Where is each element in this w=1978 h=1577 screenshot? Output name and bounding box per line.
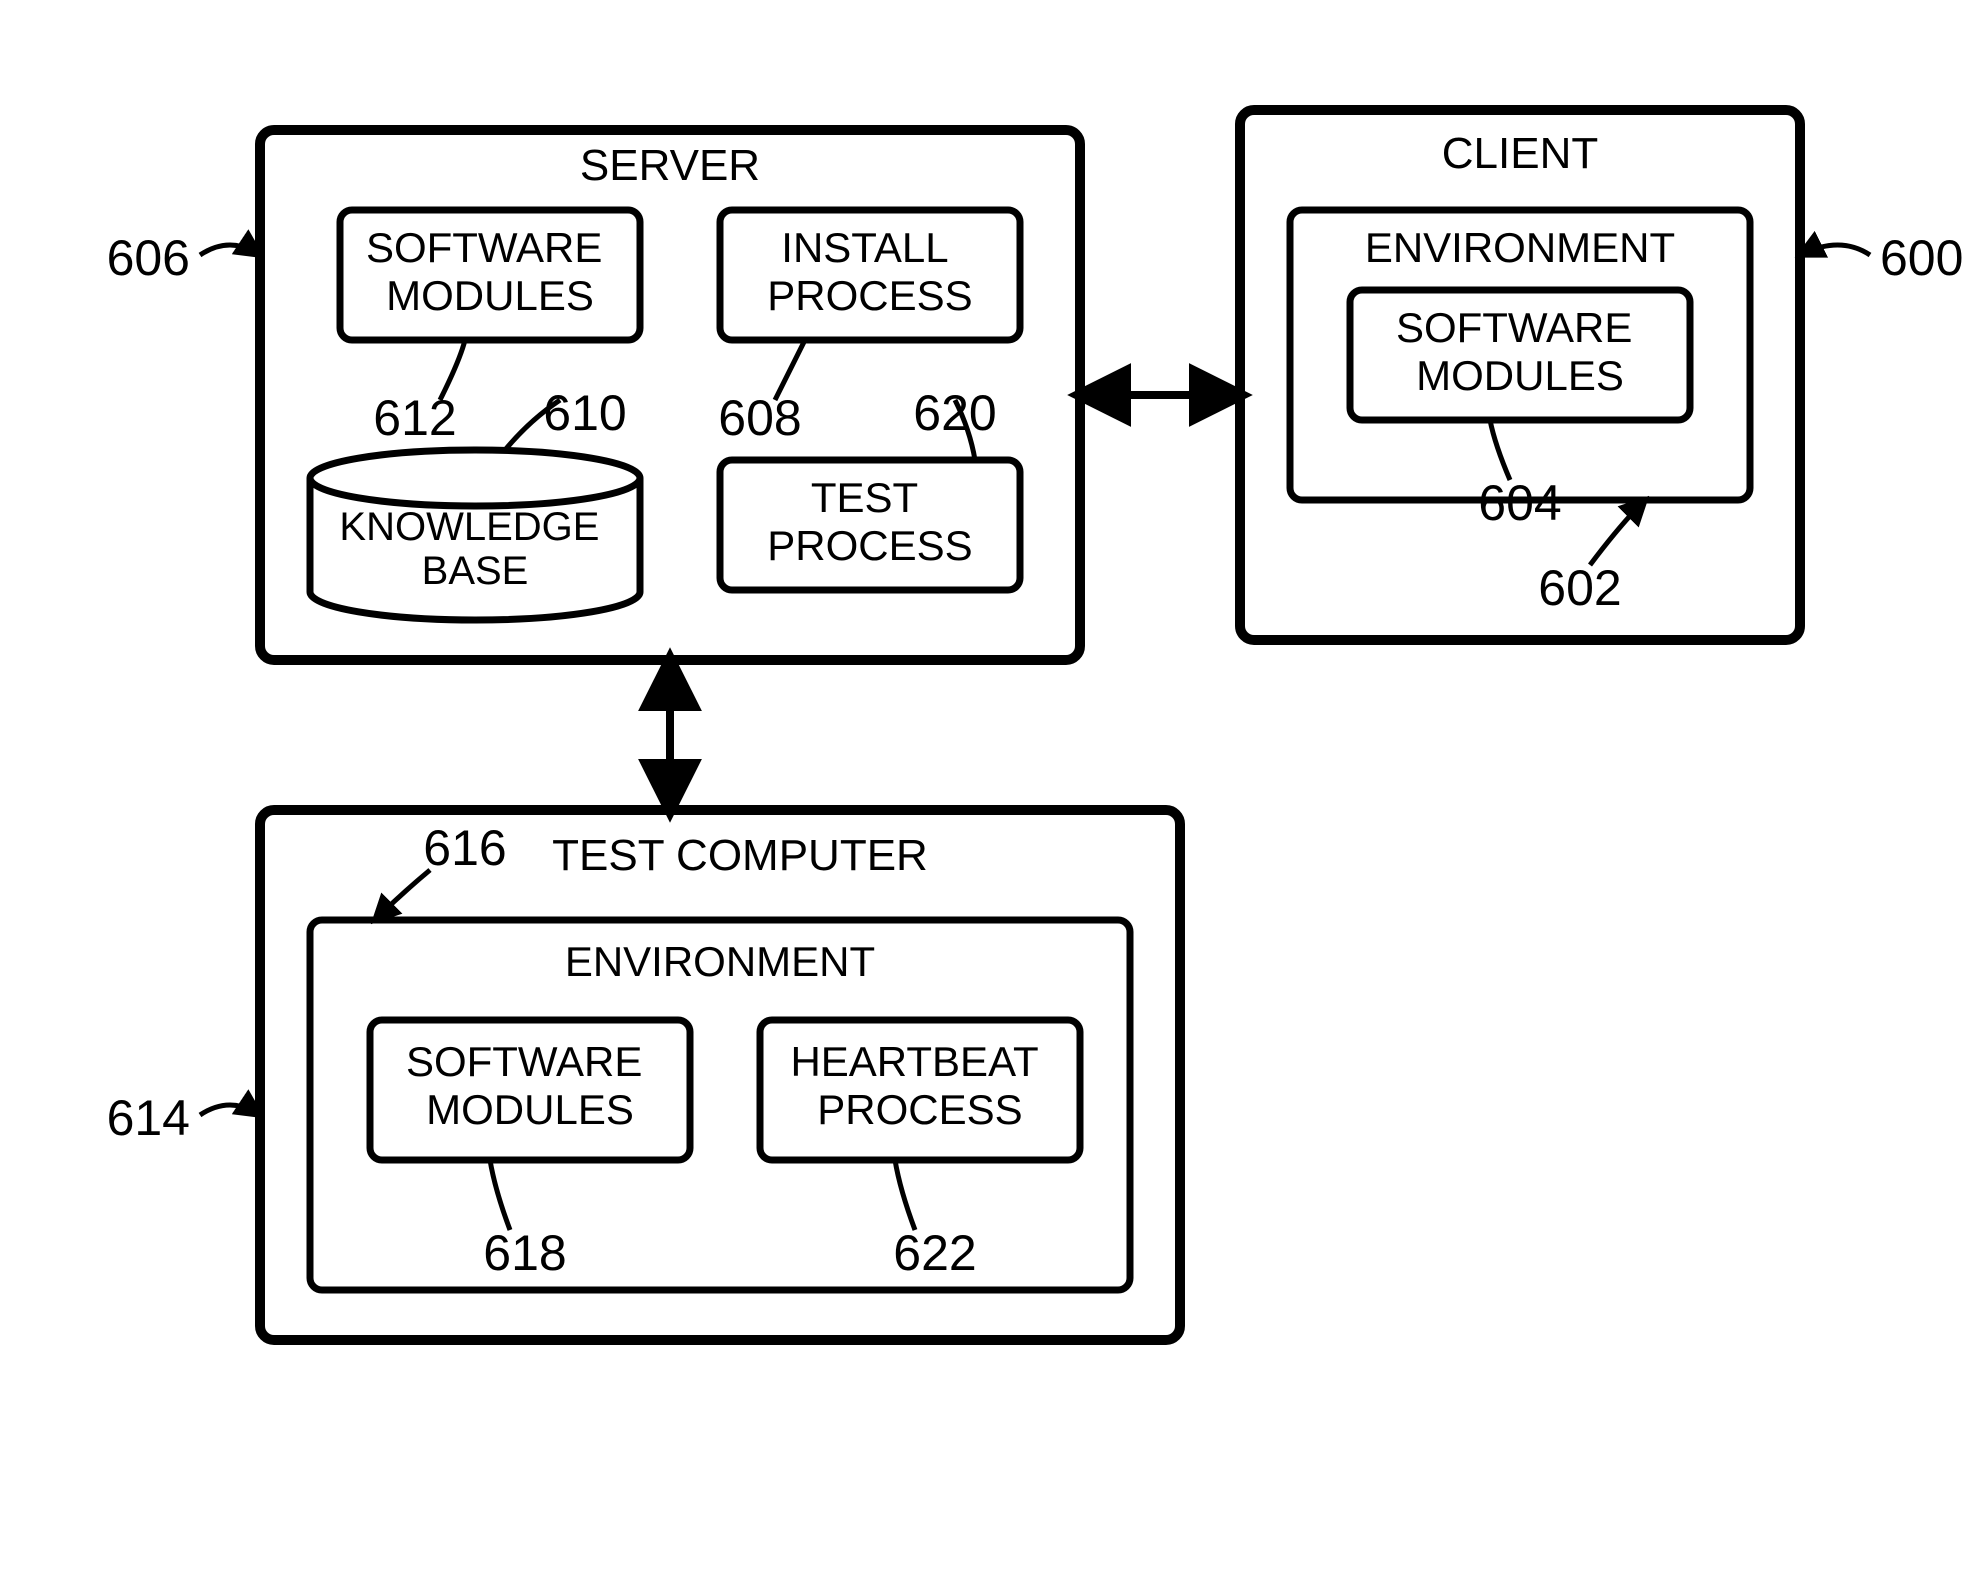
reference-numerals: 606 600 612 610 608 620 604 602 616 614 … xyxy=(107,230,1964,1281)
ref-608: 608 xyxy=(718,390,801,446)
ref-600: 600 xyxy=(1880,230,1963,286)
install-process-label: INSTALL PROCESS xyxy=(767,224,972,319)
ref-604: 604 xyxy=(1478,475,1561,531)
client-title: CLIENT xyxy=(1442,129,1598,178)
ref-620: 620 xyxy=(913,385,996,441)
software-modules-server-label: SOFTWARE MODULES xyxy=(366,224,614,319)
client-block: CLIENT ENVIRONMENT SOFTWARE MODULES xyxy=(1240,110,1800,640)
knowledge-base-label: KNOWLEDGE BASE xyxy=(339,505,610,593)
test-environment-label: ENVIRONMENT xyxy=(565,938,875,985)
ref-618: 618 xyxy=(483,1225,566,1281)
ref-616: 616 xyxy=(423,820,506,876)
client-environment-label: ENVIRONMENT xyxy=(1365,224,1675,271)
ref-614: 614 xyxy=(107,1090,190,1146)
heartbeat-process-label: HEARTBEAT PROCESS xyxy=(790,1038,1049,1133)
test-process-label: TEST PROCESS xyxy=(767,474,972,569)
block-diagram: SERVER SOFTWARE MODULES INSTALL PROCESS … xyxy=(0,0,1978,1577)
knowledge-base-cylinder: KNOWLEDGE BASE xyxy=(310,450,640,620)
ref-602: 602 xyxy=(1538,560,1621,616)
ref-610: 610 xyxy=(543,385,626,441)
test-computer-title: TEST COMPUTER xyxy=(552,831,928,880)
software-modules-test-label: SOFTWARE MODULES xyxy=(406,1038,654,1133)
ref-606: 606 xyxy=(107,230,190,286)
software-modules-client-label: SOFTWARE MODULES xyxy=(1396,304,1644,399)
test-computer-block: TEST COMPUTER ENVIRONMENT SOFTWARE MODUL… xyxy=(260,810,1180,1340)
server-title: SERVER xyxy=(580,141,760,190)
ref-622: 622 xyxy=(893,1225,976,1281)
ref-612: 612 xyxy=(373,390,456,446)
